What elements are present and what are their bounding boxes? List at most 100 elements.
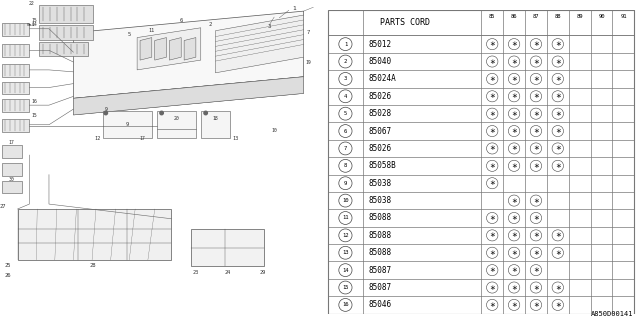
Text: 85026: 85026 <box>369 144 392 153</box>
Text: 9: 9 <box>104 107 108 112</box>
Text: 85067: 85067 <box>369 126 392 136</box>
Text: ∗: ∗ <box>511 109 517 119</box>
Text: ∗: ∗ <box>511 126 517 136</box>
Text: ∗: ∗ <box>489 265 495 275</box>
Text: 29: 29 <box>259 270 266 275</box>
Bar <box>2 119 29 132</box>
Text: 16: 16 <box>31 99 37 104</box>
Text: ∗: ∗ <box>533 74 539 84</box>
Text: 0m4: 0m4 <box>26 23 35 27</box>
Text: 85024A: 85024A <box>369 75 397 84</box>
Text: ∗: ∗ <box>511 248 517 258</box>
Text: 85087: 85087 <box>369 266 392 275</box>
Bar <box>2 163 22 176</box>
Text: ∗: ∗ <box>511 143 517 154</box>
Text: ∗: ∗ <box>555 230 561 240</box>
Text: 19: 19 <box>306 60 312 65</box>
Text: ∗: ∗ <box>533 196 539 205</box>
Text: 85040: 85040 <box>369 57 392 66</box>
Text: ∗: ∗ <box>533 265 539 275</box>
Text: PARTS CORD: PARTS CORD <box>380 18 430 27</box>
Text: ∗: ∗ <box>555 91 561 101</box>
Text: 3: 3 <box>344 76 347 81</box>
Text: 28: 28 <box>90 263 96 268</box>
Text: 15: 15 <box>31 19 37 23</box>
Text: ∗: ∗ <box>533 143 539 154</box>
Bar <box>2 23 29 36</box>
Text: ∗: ∗ <box>533 300 539 310</box>
Text: ∗: ∗ <box>489 91 495 101</box>
Text: 90: 90 <box>598 14 605 19</box>
Text: 9: 9 <box>125 122 129 127</box>
Text: 85028: 85028 <box>369 109 392 118</box>
Text: ∗: ∗ <box>533 161 539 171</box>
Text: ∗: ∗ <box>489 39 495 49</box>
Text: 85: 85 <box>489 14 495 19</box>
Text: 18: 18 <box>212 116 218 121</box>
Text: 17: 17 <box>139 136 145 141</box>
Polygon shape <box>74 77 303 115</box>
Text: ∗: ∗ <box>489 213 495 223</box>
Text: 85087: 85087 <box>369 283 392 292</box>
Text: 6: 6 <box>344 129 347 133</box>
Text: ∗: ∗ <box>511 39 517 49</box>
Text: 8: 8 <box>344 163 347 168</box>
Text: 17: 17 <box>9 140 15 145</box>
Text: ∗: ∗ <box>533 91 539 101</box>
Bar <box>2 44 29 57</box>
Text: 10: 10 <box>342 198 349 203</box>
Bar <box>157 111 196 139</box>
Text: ∗: ∗ <box>555 283 561 292</box>
Text: 86: 86 <box>511 14 517 19</box>
Text: ∗: ∗ <box>555 74 561 84</box>
Text: 7: 7 <box>307 30 310 35</box>
Text: 13: 13 <box>342 250 349 255</box>
Text: ∗: ∗ <box>489 74 495 84</box>
Text: ∗: ∗ <box>511 74 517 84</box>
Text: 22: 22 <box>29 1 35 6</box>
Text: 20: 20 <box>173 116 179 121</box>
Bar <box>2 180 22 193</box>
Text: 15: 15 <box>342 285 349 290</box>
Bar <box>39 5 93 23</box>
Text: ∗: ∗ <box>511 161 517 171</box>
Text: ∗: ∗ <box>533 248 539 258</box>
Text: 85038: 85038 <box>369 196 392 205</box>
Text: ∗: ∗ <box>555 248 561 258</box>
Text: ∗: ∗ <box>533 109 539 119</box>
Text: 85058B: 85058B <box>369 161 397 170</box>
Text: 27: 27 <box>0 204 6 209</box>
Bar <box>2 145 22 158</box>
Text: 15: 15 <box>31 113 37 118</box>
Text: A850D00141: A850D00141 <box>591 311 634 317</box>
Text: ∗: ∗ <box>489 178 495 188</box>
Text: ∗: ∗ <box>533 230 539 240</box>
Text: ∗: ∗ <box>555 57 561 67</box>
Text: ∗: ∗ <box>555 143 561 154</box>
Bar <box>201 111 230 139</box>
Text: 85088: 85088 <box>369 231 392 240</box>
Polygon shape <box>140 37 152 60</box>
Text: ∗: ∗ <box>489 161 495 171</box>
Text: 85046: 85046 <box>369 300 392 309</box>
Bar <box>2 99 29 112</box>
Text: 12: 12 <box>342 233 349 238</box>
Text: ∗: ∗ <box>489 300 495 310</box>
Polygon shape <box>74 77 303 115</box>
Bar <box>103 111 152 139</box>
Bar <box>39 43 88 56</box>
Text: ∗: ∗ <box>489 109 495 119</box>
Text: 2: 2 <box>209 22 212 27</box>
Text: ∗: ∗ <box>555 300 561 310</box>
Text: 85088: 85088 <box>369 213 392 222</box>
Text: 5: 5 <box>127 32 131 37</box>
Text: ∗: ∗ <box>555 161 561 171</box>
Text: 11: 11 <box>148 28 155 33</box>
Text: ∗: ∗ <box>511 57 517 67</box>
Text: 16: 16 <box>342 302 349 308</box>
Text: 3: 3 <box>268 24 271 29</box>
Text: 24: 24 <box>224 270 230 275</box>
Text: ∗: ∗ <box>555 126 561 136</box>
Text: ∗: ∗ <box>533 213 539 223</box>
Text: ∗: ∗ <box>489 230 495 240</box>
